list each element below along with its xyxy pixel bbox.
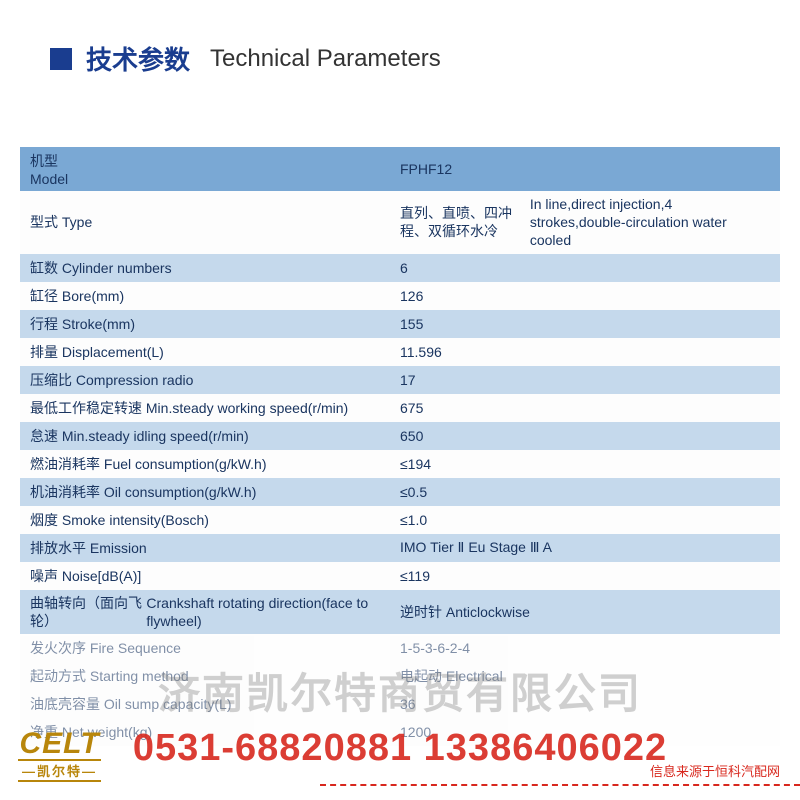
row-label: 烟度 Smoke intensity(Bosch) xyxy=(20,506,390,534)
row-value: 11.596 xyxy=(390,338,780,366)
row-label: 曲轴转向（面向飞轮）Crankshaft rotating direction(… xyxy=(20,590,390,634)
row-value: ≤1.0 xyxy=(390,506,780,534)
row-value: 650 xyxy=(390,422,780,450)
table-row: 压缩比 Compression radio17 xyxy=(20,366,780,394)
header-label-en: Model xyxy=(30,171,68,187)
header-label-cell: 机型 Model xyxy=(20,147,390,191)
row-label: 最低工作稳定转速 Min.steady working speed(r/min) xyxy=(20,394,390,422)
row-label: 排放水平 Emission xyxy=(20,534,390,562)
section-header: 技术参数 Technical Parameters xyxy=(0,0,800,77)
header-title-en: Technical Parameters xyxy=(210,45,441,73)
table-row: 起动方式 Starting method电起动 Electrical xyxy=(20,662,780,690)
row-label: 型式 Type xyxy=(20,191,390,254)
row-label: 发火次序 Fire Sequence xyxy=(20,634,390,662)
row-label: 机油消耗率 Oil consumption(g/kW.h) xyxy=(20,478,390,506)
table-row: 排放水平 EmissionIMO Tier Ⅱ Eu Stage Ⅲ A xyxy=(20,534,780,562)
table-row: 机油消耗率 Oil consumption(g/kW.h)≤0.5 xyxy=(20,478,780,506)
table-row: 油底壳容量 Oil sump capacity(L)36 xyxy=(20,690,780,718)
table-header-row: 机型 Model FPHF12 xyxy=(20,147,780,191)
row-value: 126 xyxy=(390,282,780,310)
row-label: 缸数 Cylinder numbers xyxy=(20,254,390,282)
table-row: 型式 Type直列、直喷、四冲程、双循环水冷In line,direct inj… xyxy=(20,191,780,254)
row-value: ≤0.5 xyxy=(390,478,780,506)
row-label: 缸径 Bore(mm) xyxy=(20,282,390,310)
row-value: 155 xyxy=(390,310,780,338)
row-label: 行程 Stroke(mm) xyxy=(20,310,390,338)
table-row: 发火次序 Fire Sequence1-5-3-6-2-4 xyxy=(20,634,780,662)
row-value: 6 xyxy=(390,254,780,282)
logo-main: CELT xyxy=(19,727,99,761)
row-label: 排量 Displacement(L) xyxy=(20,338,390,366)
header-value-cell: FPHF12 xyxy=(390,147,780,191)
table-row: 最低工作稳定转速 Min.steady working speed(r/min)… xyxy=(20,394,780,422)
table-row: 缸数 Cylinder numbers6 xyxy=(20,254,780,282)
header-title-cn: 技术参数 xyxy=(86,40,190,77)
table-row: 烟度 Smoke intensity(Bosch)≤1.0 xyxy=(20,506,780,534)
row-value: 电起动 Electrical xyxy=(390,662,780,690)
row-value: 逆时针 Anticlockwise xyxy=(390,590,780,634)
header-label-cn: 机型 xyxy=(30,151,58,171)
header-value: FPHF12 xyxy=(400,161,452,177)
row-label: 油底壳容量 Oil sump capacity(L) xyxy=(20,690,390,718)
row-value: 36 xyxy=(390,690,780,718)
header-square-icon xyxy=(50,48,72,70)
footnote: 信息来源于恒科汽配网 xyxy=(650,761,780,780)
row-label: 怠速 Min.steady idling speed(r/min) xyxy=(20,422,390,450)
row-value: ≤194 xyxy=(390,450,780,478)
logo: CELT —凯尔特— xyxy=(18,727,101,782)
spec-table: 机型 Model FPHF12 型式 Type直列、直喷、四冲程、双循环水冷In… xyxy=(20,147,780,746)
row-value: 直列、直喷、四冲程、双循环水冷In line,direct injection,… xyxy=(390,191,780,254)
row-label: 燃油消耗率 Fuel consumption(g/kW.h) xyxy=(20,450,390,478)
row-value: ≤119 xyxy=(390,562,780,590)
row-value: 1-5-3-6-2-4 xyxy=(390,634,780,662)
table-row: 排量 Displacement(L)11.596 xyxy=(20,338,780,366)
row-label: 压缩比 Compression radio xyxy=(20,366,390,394)
table-row: 缸径 Bore(mm)126 xyxy=(20,282,780,310)
table-row: 曲轴转向（面向飞轮）Crankshaft rotating direction(… xyxy=(20,590,780,634)
row-value: IMO Tier Ⅱ Eu Stage Ⅲ A xyxy=(390,534,780,562)
table-row: 噪声 Noise[dB(A)]≤119 xyxy=(20,562,780,590)
table-row: 燃油消耗率 Fuel consumption(g/kW.h)≤194 xyxy=(20,450,780,478)
row-value: 1200 xyxy=(390,718,780,746)
table-row: 怠速 Min.steady idling speed(r/min)650 xyxy=(20,422,780,450)
row-value: 17 xyxy=(390,366,780,394)
footer-redline xyxy=(320,784,800,786)
table-row: 行程 Stroke(mm)155 xyxy=(20,310,780,338)
row-value: 675 xyxy=(390,394,780,422)
row-label: 起动方式 Starting method xyxy=(20,662,390,690)
row-label: 噪声 Noise[dB(A)] xyxy=(20,562,390,590)
logo-sub: —凯尔特— xyxy=(18,759,101,782)
table-row: 净重 Net weight(kg)1200 xyxy=(20,718,780,746)
